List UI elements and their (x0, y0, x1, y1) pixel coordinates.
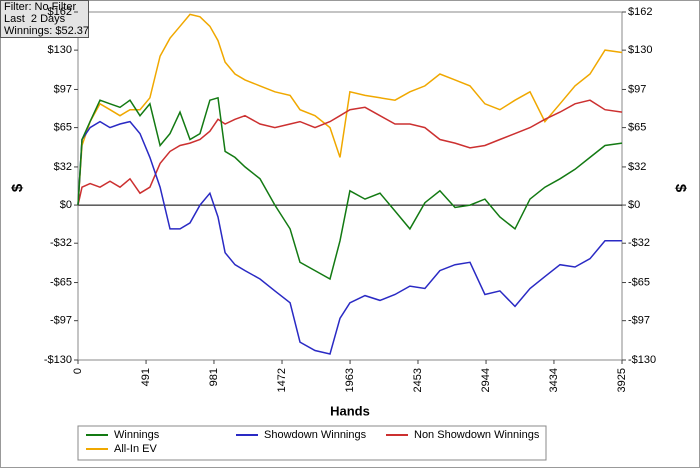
info-text: Last 2 Days (4, 13, 66, 25)
info-text: Winnings: $52.37 (4, 25, 89, 37)
x-tick-label: 491 (140, 368, 152, 386)
x-tick-label: 981 (208, 368, 220, 386)
y2-axis-label: $ (672, 184, 689, 193)
series-line (77, 99, 623, 206)
x-tick-label: 2453 (412, 368, 424, 392)
legend-label: Winnings (114, 429, 160, 441)
x-tick-label: 0 (72, 368, 84, 374)
y-tick-label: -$97 (50, 315, 72, 327)
x-axis-label: Hands (330, 403, 370, 418)
info-box (0, 0, 89, 38)
legend-label: Non Showdown Winnings (414, 429, 540, 441)
y-tick-label: $97 (54, 83, 72, 95)
x-tick-label: 2944 (480, 368, 492, 392)
x-tick-label: 1472 (276, 368, 288, 392)
y-tick-label: -$32 (50, 237, 72, 249)
y2-tick-label: -$130 (628, 354, 656, 366)
y-tick-label: $0 (60, 199, 72, 211)
y-tick-label: $130 (48, 44, 72, 56)
y-tick-label: $65 (54, 122, 72, 134)
y2-tick-label: $0 (628, 199, 640, 211)
y2-tick-label: -$65 (628, 276, 650, 288)
y-axis-label: $ (9, 183, 26, 192)
series-line (77, 120, 622, 355)
y2-tick-label: $65 (628, 122, 646, 134)
series-line (77, 96, 623, 281)
y2-tick-label: $130 (628, 44, 652, 56)
y2-tick-label: $162 (628, 6, 652, 18)
legend (77, 425, 547, 461)
legend-label: All-In EV (114, 443, 157, 455)
y-tick-label: $162 (48, 6, 72, 18)
y-tick-label: -$65 (50, 276, 72, 288)
y2-tick-label: -$32 (628, 237, 650, 249)
x-tick-label: 1963 (344, 368, 356, 392)
x-tick-label: 3925 (616, 368, 628, 392)
legend-label: Showdown Winnings (264, 429, 367, 441)
y-tick-label: $32 (54, 161, 72, 173)
y2-tick-label: $97 (628, 83, 646, 95)
series-line (77, 13, 623, 206)
info-text: Filter: No Filter (4, 1, 76, 13)
y-tick-label: -$130 (44, 354, 72, 366)
y2-tick-label: -$97 (628, 315, 650, 327)
y2-tick-label: $32 (628, 161, 646, 173)
x-tick-label: 3434 (548, 368, 560, 392)
